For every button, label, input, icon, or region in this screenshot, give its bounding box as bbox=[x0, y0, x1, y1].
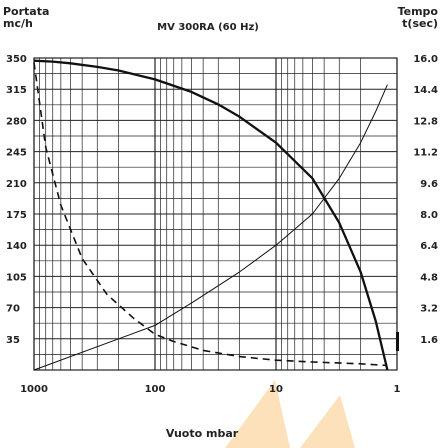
y-right-tick-label: 9.6 bbox=[420, 179, 438, 190]
x-tick-label: 1 bbox=[394, 384, 401, 395]
y-right-tick-label: 11.2 bbox=[413, 148, 438, 159]
y-right-tick-label: 3.2 bbox=[420, 304, 438, 315]
series-curve-1 bbox=[33, 59, 389, 371]
x-axis-label: Vuoto mbar bbox=[166, 427, 239, 440]
y-left-tick-label: 175 bbox=[6, 210, 27, 221]
x-tick-label: 100 bbox=[145, 384, 166, 395]
time-marker-bar bbox=[396, 332, 399, 351]
watermark-logo bbox=[225, 380, 355, 448]
y-right-tick-label: 4.8 bbox=[420, 272, 438, 283]
series-curve-2 bbox=[33, 84, 388, 371]
y-left-tick-label: 315 bbox=[6, 85, 27, 96]
y-right-tick-label: 1.6 bbox=[420, 335, 438, 346]
y-left-tick-label: 105 bbox=[6, 272, 27, 283]
x-tick-label: 10 bbox=[269, 384, 283, 395]
series-layer bbox=[33, 59, 389, 371]
left-axis-title-line1: Portata bbox=[3, 5, 50, 18]
left-axis-title: Portata mc/h bbox=[3, 6, 49, 30]
y-left-tick-label: 245 bbox=[6, 148, 27, 159]
chart-title: MV 300RA (60 Hz) bbox=[157, 22, 259, 33]
plot-grid bbox=[33, 58, 398, 370]
y-left-tick-label: 140 bbox=[6, 241, 27, 252]
y-left-tick-label: 350 bbox=[6, 54, 27, 65]
y-right-tick-label: 6.4 bbox=[420, 241, 438, 252]
y-right-tick-label: 12.8 bbox=[413, 116, 438, 127]
x-tick-label: 1000 bbox=[20, 384, 48, 395]
right-axis-title-line1: Tempo bbox=[397, 5, 438, 18]
y-right-tick-label: 16.0 bbox=[413, 54, 438, 65]
left-axis-title-line2: mc/h bbox=[3, 17, 33, 30]
y-left-tick-label: 35 bbox=[6, 335, 20, 346]
plot-frame bbox=[33, 57, 398, 371]
y-left-tick-label: 70 bbox=[6, 304, 20, 315]
right-axis-title: Tempo t(sec) bbox=[398, 6, 438, 30]
y-left-tick-label: 280 bbox=[6, 116, 27, 127]
y-left-tick-label: 210 bbox=[6, 179, 27, 190]
y-right-tick-label: 8.0 bbox=[420, 210, 438, 221]
y-right-tick-label: 14.4 bbox=[413, 85, 438, 96]
tick-labels: 1000 100 10 1 350 315 280 245 210 175 140 105 70 35 16… bbox=[6, 54, 438, 395]
right-axis-title-line2: t(sec) bbox=[402, 17, 438, 30]
